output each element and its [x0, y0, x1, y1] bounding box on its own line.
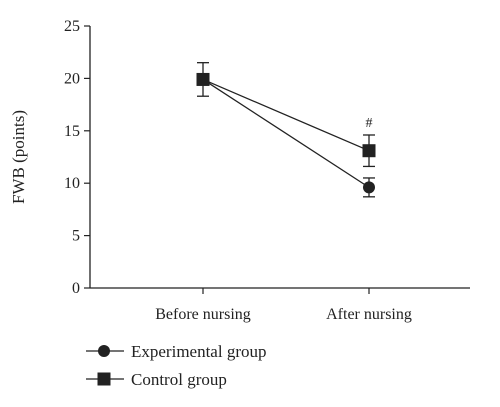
- x-ticks: Before nursing After nursing: [155, 288, 412, 323]
- legend-marker-circle: [98, 345, 110, 357]
- legend-label: Control group: [131, 370, 227, 389]
- y-tick-label: 20: [64, 70, 80, 87]
- y-axis-label: FWB (points): [9, 110, 28, 204]
- y-tick-label: 0: [72, 280, 80, 297]
- y-tick-label: 15: [64, 123, 80, 140]
- y-tick-label: 25: [64, 18, 80, 35]
- data-point-square: [196, 72, 210, 86]
- legend: Experimental group Control group: [86, 342, 267, 389]
- annotations: #: [366, 116, 373, 131]
- series-control-group: [196, 62, 376, 168]
- legend-item: Control group: [86, 370, 227, 389]
- axes: [89, 26, 470, 289]
- data-point-circle: [363, 181, 375, 194]
- series-line: [202, 78, 370, 188]
- series-layer: [196, 62, 376, 198]
- x-tick-label: After nursing: [326, 306, 412, 323]
- data-point-square: [362, 144, 376, 158]
- y-tick-label: 10: [64, 175, 80, 192]
- legend-label: Experimental group: [131, 342, 267, 361]
- series-line: [202, 78, 370, 152]
- series-experimental-group: [197, 73, 375, 198]
- x-tick-label: Before nursing: [155, 306, 251, 323]
- significance-mark: #: [366, 116, 373, 131]
- legend-item: Experimental group: [86, 342, 267, 361]
- legend-marker-square: [97, 372, 111, 386]
- y-ticks: 0 5 10 15 20 25: [64, 18, 90, 297]
- y-tick-label: 5: [72, 228, 80, 245]
